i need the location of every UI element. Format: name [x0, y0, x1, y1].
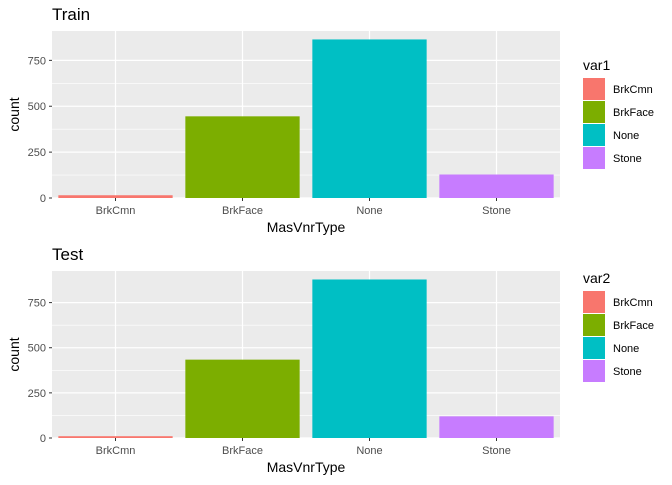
legend-key-stone — [583, 147, 605, 169]
legend-label: Stone — [613, 366, 642, 378]
y-tick-label: 250 — [28, 147, 46, 159]
legend-label: BrkCmn — [613, 84, 653, 96]
bar-brkcmn — [58, 436, 173, 438]
x-tick-label: None — [356, 445, 382, 457]
x-tick-label: BrkFace — [222, 205, 263, 217]
chart-title: Train — [52, 5, 90, 24]
y-axis-title: count — [6, 337, 22, 371]
x-axis-title: MasVnrType — [267, 459, 346, 475]
plot-panel — [52, 271, 560, 438]
legend-label: BrkFace — [613, 107, 654, 119]
y-tick-label: 500 — [28, 101, 46, 113]
x-tick-label: BrkCmn — [96, 445, 136, 457]
chart-train: Train 0 250 500 750 BrkCmn BrkFace None Stone Mas… — [6, 5, 654, 235]
bar-brkcmn — [58, 195, 173, 198]
x-tick-label: Stone — [482, 445, 511, 457]
bar-brkface — [185, 116, 300, 198]
x-tick-label: None — [356, 205, 382, 217]
legend-label: None — [613, 343, 639, 355]
legend-key-brkface — [583, 314, 605, 336]
y-tick-label: 0 — [40, 433, 46, 445]
legend-key-none — [583, 337, 605, 359]
plot-panel — [52, 31, 560, 198]
y-tick-label: 500 — [28, 343, 46, 355]
x-tick-label: BrkCmn — [96, 205, 136, 217]
bar-none — [312, 279, 427, 438]
legend-key-stone — [583, 360, 605, 382]
legend-label: Stone — [613, 153, 642, 165]
bar-stone — [439, 416, 554, 438]
y-tick-label: 750 — [28, 55, 46, 67]
bar-stone — [439, 174, 554, 198]
legend-key-brkcmn — [583, 78, 605, 100]
legend-title: var2 — [583, 270, 610, 286]
chart-test: Test 0 250 500 750 BrkCmn BrkFace None Stone MasV… — [6, 245, 654, 475]
y-tick-label: 0 — [40, 193, 46, 205]
x-tick-label: BrkFace — [222, 445, 263, 457]
y-axis-title: count — [6, 97, 22, 131]
legend-title: var1 — [583, 57, 610, 73]
x-tick-label: Stone — [482, 205, 511, 217]
legend-key-none — [583, 124, 605, 146]
legend-label: BrkCmn — [613, 297, 653, 309]
bar-brkface — [185, 359, 300, 438]
bar-none — [312, 39, 427, 198]
legend-key-brkcmn — [583, 291, 605, 313]
legend-label: None — [613, 130, 639, 142]
legend-label: BrkFace — [613, 320, 654, 332]
y-tick-label: 750 — [28, 298, 46, 310]
legend-key-brkface — [583, 101, 605, 123]
chart-title: Test — [52, 245, 83, 264]
x-axis-title: MasVnrType — [267, 219, 346, 235]
y-tick-label: 250 — [28, 388, 46, 400]
